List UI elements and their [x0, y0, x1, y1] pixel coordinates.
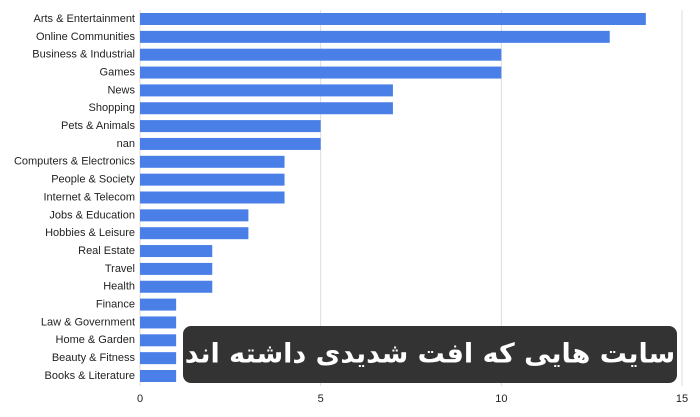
bar [140, 245, 213, 258]
x-tick-label: 10 [495, 393, 507, 405]
y-tick-label: Real Estate [78, 245, 135, 257]
bar [140, 370, 177, 382]
bar [140, 66, 502, 79]
x-tick-label: 5 [318, 393, 324, 405]
y-tick-label: Jobs & Education [49, 209, 135, 221]
y-tick-label: nan [117, 138, 135, 150]
bar [140, 137, 321, 150]
x-tick-label: 0 [137, 393, 143, 405]
y-tick-label: Travel [105, 263, 135, 275]
bar [140, 84, 393, 97]
y-tick-label: Pets & Animals [61, 120, 135, 132]
bar [140, 120, 321, 133]
x-tick-label: 15 [676, 393, 688, 405]
bar [140, 155, 285, 168]
bar [140, 30, 610, 43]
annotation-box [183, 326, 677, 383]
y-tick-label: Business & Industrial [32, 49, 135, 61]
y-tick-label: Internet & Telecom [43, 191, 135, 203]
y-tick-label: Online Communities [36, 31, 136, 43]
bar [140, 13, 646, 25]
y-tick-label: Health [103, 281, 135, 293]
y-tick-label: Home & Garden [56, 334, 135, 346]
y-tick-label: Finance [96, 299, 135, 311]
y-tick-label: Games [100, 66, 136, 78]
y-tick-label: People & Society [51, 174, 135, 186]
bar [140, 262, 213, 275]
bar [140, 280, 213, 293]
bar [140, 48, 502, 61]
bar [140, 209, 249, 222]
y-tick-label: Shopping [89, 102, 136, 114]
bar [140, 334, 177, 347]
bar [140, 352, 177, 365]
bar [140, 173, 285, 186]
y-tick-label: News [107, 84, 135, 96]
y-tick-label: Computers & Electronics [14, 156, 136, 168]
y-tick-label: Law & Government [41, 316, 135, 328]
y-tick-label: Beauty & Fitness [52, 352, 136, 364]
bar [140, 298, 177, 311]
bar [140, 316, 177, 329]
bar [140, 227, 249, 240]
y-tick-label: Hobbies & Leisure [45, 227, 135, 239]
y-tick-label: Books & Literature [45, 370, 136, 382]
y-tick-label: Arts & Entertainment [34, 13, 136, 25]
annotation: سایت هایی که افت شدیدی داشته اند [185, 339, 675, 370]
bar [140, 102, 393, 115]
bar [140, 191, 285, 204]
